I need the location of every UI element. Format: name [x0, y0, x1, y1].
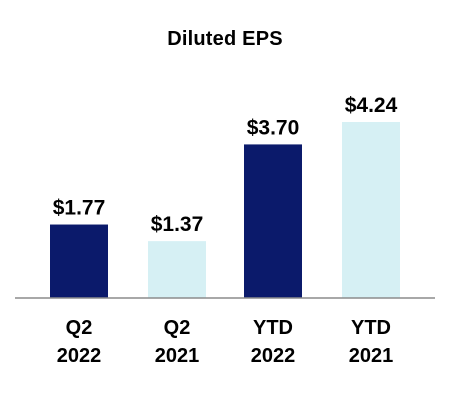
bar-value-label-2: $3.70: [247, 116, 300, 139]
data-labels-layer: $1.77 $1.37 $3.70 $4.24: [53, 94, 398, 236]
bar-2: [244, 144, 302, 298]
x-tick-label-2-line-1: 2022: [251, 345, 296, 367]
x-tick-label-0-line-1: 2022: [57, 345, 102, 367]
x-tick-labels-layer: Q2 2022 Q2 2021 YTD 2022 YTD 2021: [57, 317, 394, 367]
bar-1: [148, 241, 206, 298]
x-tick-label-1-line-0: Q2: [164, 317, 191, 339]
x-tick-label-2-line-0: YTD: [253, 317, 293, 339]
x-tick-label-3-line-0: YTD: [351, 317, 391, 339]
chart-title: Diluted EPS: [167, 28, 283, 50]
x-tick-label-1-line-1: 2021: [155, 345, 200, 367]
x-tick-label-3-line-1: 2021: [349, 345, 394, 367]
bar-3: [342, 122, 400, 298]
bar-value-label-0: $1.77: [53, 197, 106, 220]
bar-0: [50, 224, 108, 298]
bar-value-label-1: $1.37: [151, 213, 204, 236]
x-tick-label-0-line-0: Q2: [66, 317, 93, 339]
bars-layer: [50, 122, 400, 298]
bar-value-label-3: $4.24: [345, 94, 398, 117]
